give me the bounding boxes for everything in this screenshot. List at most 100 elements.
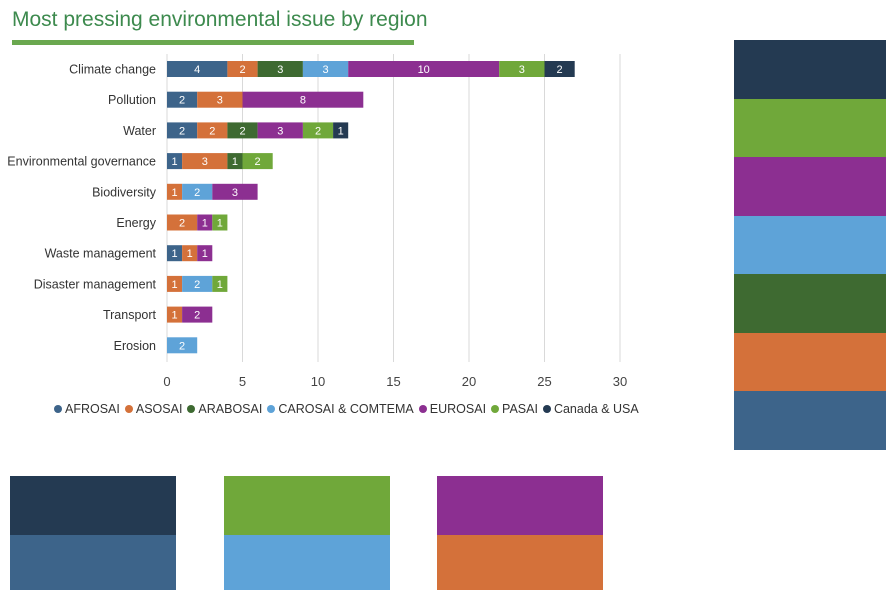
data-label: 3: [277, 64, 283, 76]
x-tick-label: 25: [537, 374, 551, 389]
data-label: 3: [232, 187, 238, 199]
legend-swatch: [54, 405, 62, 413]
legend-swatch: [267, 405, 276, 413]
category-label: Energy: [116, 216, 156, 230]
bar-segment: [182, 153, 228, 170]
bar-segment: [167, 214, 198, 231]
data-label: 1: [202, 218, 208, 230]
color-swatch: [734, 40, 886, 99]
data-label: 1: [171, 310, 177, 322]
stacked-bar-chart: 0 5 10 15 20 25 30 Climate change 4 2 3 3 10 3 2 Pollut…: [7, 54, 627, 389]
data-label: 3: [217, 95, 223, 107]
color-swatch: [10, 476, 176, 535]
legend-label: AFROSAI: [65, 402, 120, 416]
color-swatch: [734, 391, 886, 450]
category-label: Biodiversity: [92, 185, 157, 199]
data-label: 1: [171, 187, 177, 199]
legend-item: ARABOSAI: [187, 402, 262, 416]
color-swatch: [734, 274, 886, 333]
color-swatch: [437, 535, 603, 590]
category-label: Transport: [103, 308, 157, 322]
data-label: 3: [277, 125, 283, 137]
data-label: 4: [194, 64, 200, 76]
data-label: 2: [557, 64, 563, 76]
category-label: Disaster management: [34, 277, 157, 291]
legend-swatch: [124, 405, 133, 413]
color-swatch: [10, 535, 176, 590]
data-label: 1: [232, 156, 238, 168]
legend-item: PASAI: [491, 402, 538, 416]
bar-segment: [182, 245, 198, 262]
x-tick-label: 30: [613, 374, 627, 389]
data-label: 2: [209, 125, 215, 137]
bar-segment: [197, 122, 228, 139]
legend-item: AFROSAI: [54, 402, 120, 416]
legend-item: CAROSAI & COMTEMA: [267, 402, 414, 416]
bar-segment: [167, 245, 183, 262]
bar-segment: [197, 91, 243, 108]
category-label: Erosion: [114, 339, 156, 353]
bar-segment: [197, 245, 213, 262]
data-label: 1: [171, 279, 177, 291]
legend-label: ASOSAI: [135, 402, 183, 416]
bar-segment: [348, 61, 500, 77]
legend-swatch: [418, 405, 427, 413]
bar-segment: [227, 153, 243, 170]
bar-segment: [167, 183, 183, 200]
bar-segment: [302, 122, 334, 139]
legend-label: ARABOSAI: [198, 402, 263, 416]
color-swatch: [224, 476, 390, 535]
data-label: 1: [217, 279, 223, 291]
data-label: 2: [194, 187, 200, 199]
bar-segment: [302, 61, 349, 77]
bar-segment: [499, 61, 545, 77]
x-tick-label: 10: [311, 374, 325, 389]
legend-swatch: [187, 405, 196, 413]
bar-segment: [242, 153, 273, 170]
category-label: Pollution: [108, 93, 156, 107]
bar-segment: [167, 122, 198, 139]
legend-swatch: [542, 405, 551, 413]
bar-segment: [257, 61, 303, 77]
data-label: 3: [202, 156, 208, 168]
bar-segment: [227, 61, 258, 77]
bar-segment: [167, 153, 183, 170]
legend-swatch: [491, 405, 500, 413]
data-label: 2: [239, 64, 245, 76]
data-label: 2: [239, 125, 245, 137]
data-label: 1: [171, 248, 177, 260]
bar-segment: [212, 214, 228, 231]
bar-segment: [167, 337, 198, 354]
data-label: 3: [519, 64, 525, 76]
bar-segment: [212, 275, 228, 292]
data-label: 1: [171, 156, 177, 168]
legend-item: Canada & USA: [542, 402, 639, 416]
category-label: Environmental governance: [7, 155, 156, 169]
legend-label: PASAI: [502, 402, 538, 416]
data-label: 2: [179, 218, 185, 230]
category-label: Waste management: [45, 247, 157, 261]
category-label: Climate change: [69, 63, 156, 77]
data-label: 2: [315, 125, 321, 137]
data-label: 2: [179, 95, 185, 107]
color-swatch: [437, 476, 603, 535]
category-label: Water: [123, 124, 156, 138]
color-swatch: [734, 332, 886, 391]
bar-segment: [182, 275, 213, 292]
legend-item: ASOSAI: [124, 402, 183, 416]
color-swatch: [734, 215, 886, 274]
data-label: 3: [322, 64, 328, 76]
x-tick-label: 20: [462, 374, 476, 389]
legend-label: EUROSAI: [429, 402, 487, 416]
data-label: 1: [187, 248, 193, 260]
x-tick-label: 15: [386, 374, 400, 389]
chart-title: Most pressing environmental issue by reg…: [12, 8, 428, 31]
bar-segment: [167, 61, 228, 77]
legend-label: CAROSAI & COMTEMA: [278, 402, 414, 416]
x-tick-label: 0: [163, 374, 170, 389]
color-swatch: [224, 535, 390, 590]
data-label: 1: [338, 125, 344, 137]
bar-segment: [182, 183, 213, 200]
data-label: 10: [418, 64, 430, 76]
bar-segment: [257, 122, 303, 139]
